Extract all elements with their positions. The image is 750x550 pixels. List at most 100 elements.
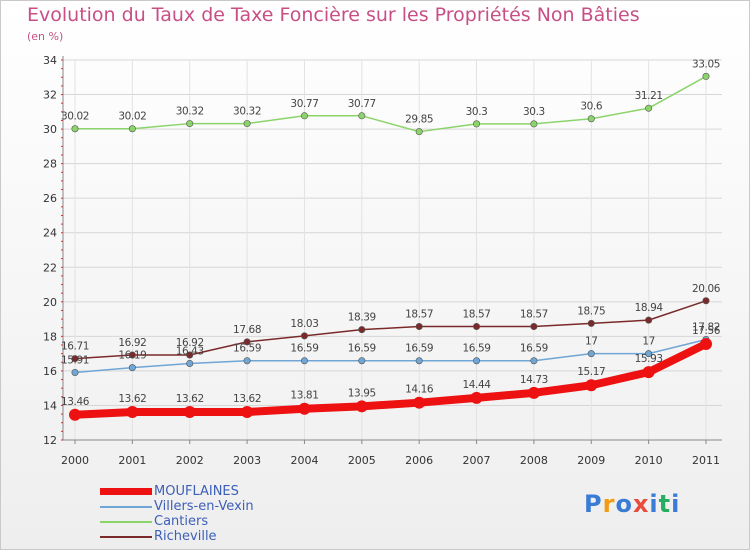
data-label: 16.92: [118, 337, 146, 349]
data-label: 13.62: [176, 393, 204, 405]
y-tick-label: 18: [43, 330, 57, 343]
data-label: 16.59: [290, 343, 318, 355]
data-point: [702, 72, 710, 80]
x-tick-label: 2007: [463, 454, 491, 467]
data-label: 17.82: [692, 321, 720, 333]
legend-item: Richeville: [100, 529, 350, 544]
data-label: 30.77: [348, 98, 376, 110]
data-label: 15.91: [61, 354, 89, 366]
data-label: 13.81: [290, 390, 318, 402]
logo-letter: P: [584, 490, 603, 518]
data-point: [470, 391, 483, 404]
data-label: 17: [642, 336, 655, 348]
data-point: [413, 396, 426, 409]
data-label: 30.32: [176, 106, 204, 118]
data-label: 18.57: [520, 309, 548, 321]
data-label: 16.59: [348, 343, 376, 355]
legend-swatch: [100, 521, 152, 523]
legend-swatch: [100, 506, 152, 508]
data-label: 18.75: [577, 305, 605, 317]
data-label: 18.94: [635, 302, 664, 314]
data-point: [530, 323, 538, 331]
logo-letter: r: [602, 490, 616, 518]
x-tick-label: 2004: [290, 454, 318, 467]
data-label: 14.16: [405, 384, 434, 396]
x-tick-label: 2002: [176, 454, 204, 467]
data-point: [355, 400, 368, 413]
data-point: [243, 357, 251, 365]
data-label: 13.46: [61, 396, 90, 408]
x-tick-label: 2008: [520, 454, 548, 467]
data-point: [645, 350, 653, 358]
y-tick-label: 24: [43, 227, 57, 240]
data-label: 30.77: [290, 98, 318, 110]
legend-swatch: [100, 488, 152, 495]
data-label: 16.71: [61, 341, 89, 353]
legend-label: Villers-en-Vexin: [154, 499, 254, 514]
data-point: [700, 337, 712, 350]
x-tick-label: 2006: [405, 454, 433, 467]
data-point: [585, 379, 598, 392]
data-point: [358, 112, 366, 120]
y-tick-label: 26: [43, 192, 57, 205]
data-point: [241, 406, 254, 419]
x-tick-label: 2005: [348, 454, 376, 467]
data-label: 30.02: [118, 111, 146, 123]
data-label: 14.73: [520, 374, 548, 386]
legend: MOUFLAINES Villers-en-Vexin Cantiers Richev…: [100, 484, 350, 544]
data-point: [69, 408, 81, 421]
data-label: 13.62: [233, 393, 261, 405]
data-point: [186, 120, 194, 128]
data-point: [415, 357, 423, 365]
data-label: 30.3: [523, 106, 545, 118]
data-label: 31.21: [635, 90, 663, 102]
data-label: 16.59: [233, 343, 261, 355]
logo-letter: x: [632, 490, 650, 518]
data-label: 15.93: [635, 353, 663, 365]
data-label: 33.05: [692, 58, 720, 70]
data-label: 16.92: [176, 337, 204, 349]
data-point: [473, 357, 481, 365]
y-tick-label: 14: [43, 399, 57, 412]
data-point: [243, 338, 251, 346]
data-point: [587, 319, 595, 327]
data-label: 13.62: [118, 393, 146, 405]
data-point: [298, 402, 311, 415]
x-tick-label: 2011: [692, 454, 720, 467]
logo-letter: t: [658, 490, 672, 518]
legend-item: Cantiers: [100, 514, 350, 529]
y-tick-label: 28: [43, 158, 57, 171]
legend-label: Cantiers: [154, 514, 209, 529]
data-label: 30.02: [61, 111, 89, 123]
data-label: 30.6: [580, 101, 602, 113]
data-label: 20.06: [692, 283, 721, 295]
data-point: [530, 357, 538, 365]
data-label: 18.03: [290, 318, 318, 330]
data-label: 16.59: [520, 343, 548, 355]
data-point: [128, 125, 136, 133]
y-tick-label: 12: [43, 434, 57, 447]
logo-letter: o: [615, 490, 633, 518]
data-point: [473, 323, 481, 331]
y-tick-label: 22: [43, 261, 57, 274]
data-label: 13.95: [348, 387, 376, 399]
data-point: [530, 120, 538, 128]
data-label: 17.68: [233, 324, 261, 336]
data-point: [300, 332, 308, 340]
proxiti-logo: Proxiti: [584, 490, 680, 518]
data-point: [527, 386, 540, 399]
legend-item: MOUFLAINES: [100, 484, 350, 499]
chart-title: Evolution du Taux de Taxe Foncière sur l…: [27, 4, 640, 26]
data-point: [702, 297, 710, 305]
data-point: [71, 368, 79, 376]
data-label: 16.19: [118, 350, 146, 362]
data-point: [300, 357, 308, 365]
x-tick-label: 2003: [233, 454, 261, 467]
data-label: 18.57: [463, 309, 491, 321]
data-label: 17.56: [692, 325, 721, 337]
data-point: [645, 104, 653, 112]
x-tick-label: 2010: [635, 454, 663, 467]
data-point: [183, 406, 196, 419]
data-point: [642, 366, 655, 379]
